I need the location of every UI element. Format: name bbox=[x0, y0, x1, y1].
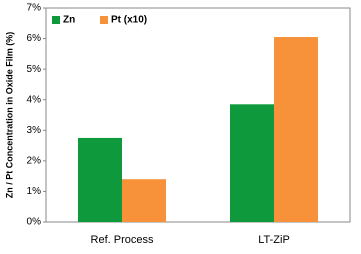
y-tick-label: 1% bbox=[27, 186, 42, 197]
y-tick-label: 6% bbox=[27, 33, 42, 44]
x-tick-label: Ref. Process bbox=[91, 234, 154, 246]
y-tick-label: 7% bbox=[27, 3, 42, 14]
bar bbox=[274, 37, 318, 222]
bar bbox=[122, 179, 166, 222]
y-tick-label: 4% bbox=[27, 94, 42, 105]
bar bbox=[230, 104, 274, 222]
legend-swatch bbox=[100, 16, 108, 24]
legend-label: Pt (x10) bbox=[111, 15, 147, 26]
y-tick-label: 5% bbox=[27, 64, 42, 75]
legend-swatch bbox=[52, 16, 60, 24]
y-tick-label: 2% bbox=[27, 155, 42, 166]
y-axis-label: Zn / Pt Concentration in Oxide Film (%) bbox=[4, 32, 14, 199]
legend-label: Zn bbox=[63, 15, 75, 26]
y-tick-label: 0% bbox=[27, 217, 42, 228]
bar bbox=[78, 137, 122, 222]
x-tick-label: LT-ZiP bbox=[258, 234, 290, 246]
plot-frame bbox=[45, 7, 351, 223]
y-tick-label: 3% bbox=[27, 125, 42, 136]
